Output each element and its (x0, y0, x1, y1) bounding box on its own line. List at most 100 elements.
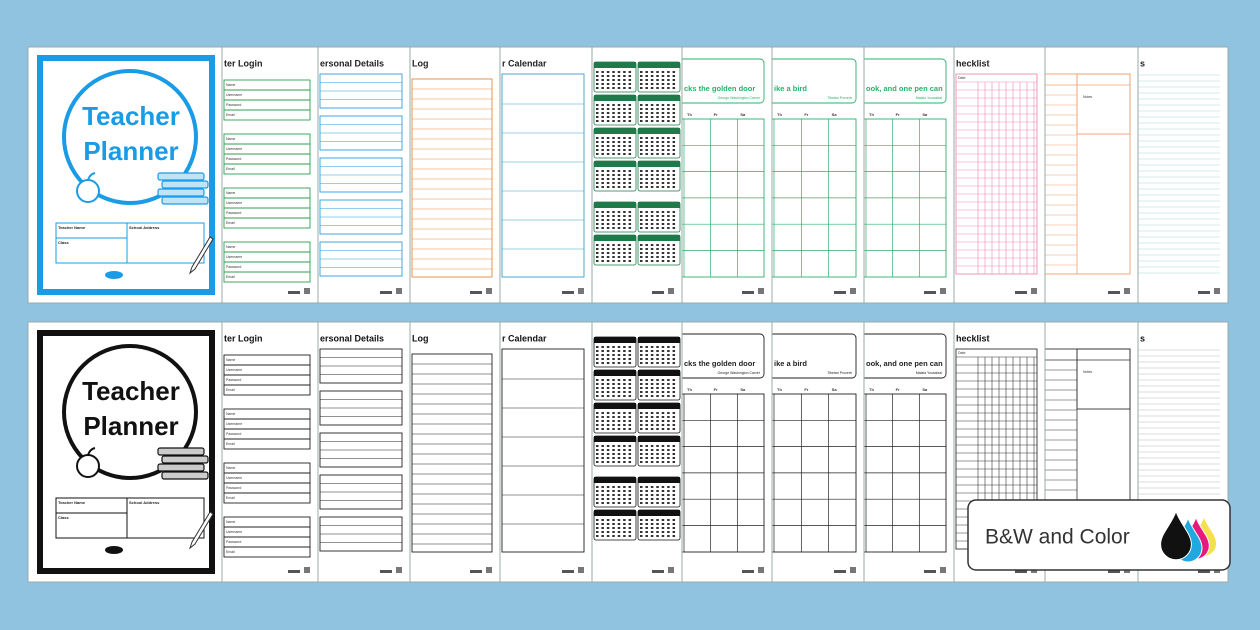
day-dot (640, 527, 643, 529)
day-dot (601, 260, 604, 262)
day-dot (661, 104, 665, 106)
book-icon (161, 471, 209, 480)
day-dot (596, 178, 599, 180)
day-dot (628, 428, 632, 430)
day-dot (667, 358, 670, 360)
info-label: Class (58, 240, 69, 245)
day-dot (623, 457, 626, 459)
day-dot (640, 416, 643, 418)
field-label: Username (226, 530, 242, 534)
day-dot (640, 494, 643, 496)
day-dot (612, 219, 615, 221)
day-dot (617, 358, 621, 360)
day-dot (667, 149, 670, 151)
footer-logo (834, 291, 846, 294)
day-dot (596, 486, 599, 488)
day-dot (623, 383, 626, 385)
day-dot (606, 461, 610, 463)
day-dot (617, 461, 621, 463)
day-dot (667, 531, 670, 533)
day-dot (628, 346, 632, 348)
day-dot (601, 116, 604, 118)
day-dot (672, 182, 676, 184)
footer-icon (758, 567, 764, 573)
day-dot (601, 346, 604, 348)
day-dot (617, 424, 621, 426)
day-dot (656, 170, 659, 172)
page-title: ersonal Details (320, 333, 384, 343)
day-dot (661, 486, 665, 488)
day-dot (645, 449, 648, 451)
day-dot (612, 527, 615, 529)
day-dot (617, 420, 621, 422)
day-dot (601, 141, 604, 143)
notes-panel (1076, 348, 1131, 410)
day-dot (612, 416, 615, 418)
day-dot (596, 358, 599, 360)
day-dot (661, 174, 665, 176)
day-dot (667, 502, 670, 504)
day-dot (667, 256, 670, 258)
day-dot (617, 182, 621, 184)
day-dot (606, 108, 610, 110)
day-dot (596, 87, 599, 89)
day-dot (606, 149, 610, 151)
day-label: Sa (740, 387, 746, 392)
day-dot (623, 149, 626, 151)
day-dot (596, 424, 599, 426)
day-dot (612, 424, 615, 426)
day-dot (672, 79, 676, 81)
day-dot (645, 244, 648, 246)
day-dot (617, 362, 621, 364)
day-dot (623, 256, 626, 258)
footer-logo (562, 570, 574, 573)
day-dot (623, 116, 626, 118)
day-dot (672, 71, 676, 73)
day-dot (640, 223, 643, 225)
day-dot (606, 519, 610, 521)
day-dot (623, 391, 626, 393)
day-dot (650, 535, 654, 537)
day-dot (628, 116, 632, 118)
day-dot (650, 527, 654, 529)
day-dot (661, 87, 665, 89)
day-dot (612, 490, 615, 492)
footer-icon (668, 567, 674, 573)
day-dot (667, 362, 670, 364)
day-dot (672, 453, 676, 455)
day-dot (672, 174, 676, 176)
day-dot (612, 186, 615, 188)
day-dot (596, 420, 599, 422)
day-dot (650, 416, 654, 418)
day-dot (606, 244, 610, 246)
day-dot (645, 523, 648, 525)
day-dot (628, 215, 632, 217)
day-dot (612, 75, 615, 77)
day-dot (596, 350, 599, 352)
day-dot (612, 457, 615, 459)
day-dot (601, 104, 604, 106)
day-dot (601, 424, 604, 426)
day-dot (645, 149, 648, 151)
day-dot (596, 170, 599, 172)
day-dot (656, 391, 659, 393)
day-dot (623, 211, 626, 213)
day-dot (628, 420, 632, 422)
field-label: Email (226, 275, 235, 279)
field-label: Email (226, 388, 235, 392)
day-dot (640, 87, 643, 89)
day-dot (617, 428, 621, 430)
day-dot (617, 219, 621, 221)
day-dot (617, 174, 621, 176)
day-dot (650, 379, 654, 381)
day-dot (672, 531, 676, 533)
day-dot (667, 223, 670, 225)
day-dot (601, 445, 604, 447)
day-dot (667, 252, 670, 254)
day-dot (672, 387, 676, 389)
day-dot (612, 108, 615, 110)
day-dot (628, 453, 632, 455)
day-dot (667, 383, 670, 385)
day-dot (645, 170, 648, 172)
footer-logo (924, 291, 936, 294)
